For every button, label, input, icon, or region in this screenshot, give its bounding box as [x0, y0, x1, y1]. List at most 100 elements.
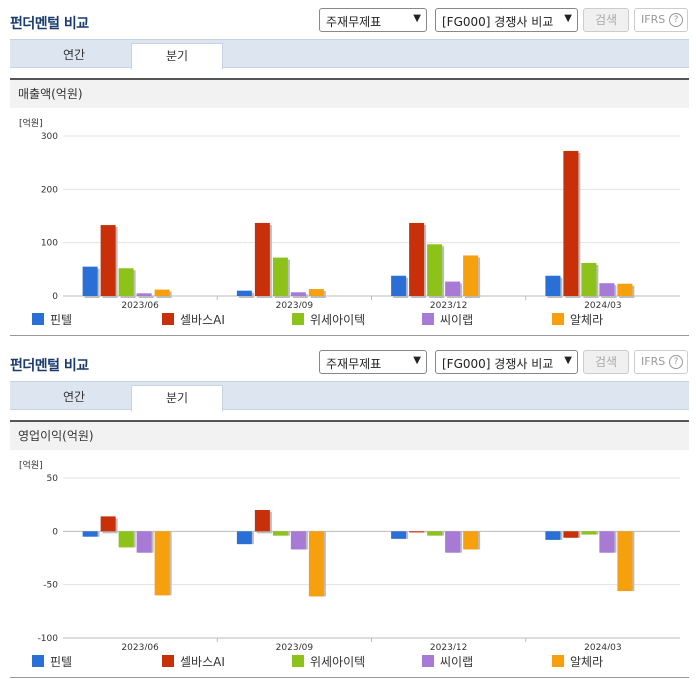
divider	[10, 677, 689, 678]
y-tick-label: -50	[43, 581, 58, 591]
legend-item[interactable]: 셀바스AI	[162, 654, 225, 670]
legend-item[interactable]: 핀텔	[32, 312, 72, 328]
bar	[563, 531, 579, 538]
search-button[interactable]: 검색	[583, 8, 629, 32]
legend-label: 알체라	[570, 655, 604, 669]
legend-item[interactable]: 셀바스AI	[162, 312, 225, 328]
y-tick-label: 100	[41, 239, 58, 249]
y-tick-label: 0	[52, 292, 58, 302]
legend-item[interactable]: 위세아이텍	[292, 654, 365, 670]
legend-swatch	[32, 313, 44, 325]
bar	[463, 531, 479, 550]
legend-swatch	[422, 655, 434, 667]
bar	[463, 255, 479, 296]
chart-legend: 핀텔 셀바스AI 위세아이텍 씨이랩 알체라	[10, 312, 689, 332]
bar	[581, 262, 597, 296]
legend-item[interactable]: 알체라	[552, 654, 603, 670]
bar	[82, 531, 98, 537]
bar	[427, 531, 443, 536]
bar	[308, 289, 324, 296]
bar	[409, 531, 425, 533]
operating-profit-panel: 펀더멘털 비교 주재무제표 ▼ [FG000] 경쟁사 비교 ▼ 검색 IFRS…	[0, 342, 696, 684]
bar	[82, 266, 98, 296]
bar	[391, 531, 407, 539]
legend-swatch	[552, 313, 564, 325]
legend-item[interactable]: 씨이랩	[422, 312, 473, 328]
bar	[254, 222, 270, 296]
panel-header: 펀더멘털 비교 주재무제표 ▼ [FG000] 경쟁사 비교 ▼ 검색 IFRS…	[0, 0, 696, 38]
legend-swatch	[552, 655, 564, 667]
chart-subtitle: 영업이익(억원)	[10, 420, 689, 450]
legend-item[interactable]: 위세아이텍	[292, 312, 365, 328]
x-tick-label: 2023/06	[121, 643, 159, 650]
legend-swatch	[422, 313, 434, 325]
legend-label: 알체라	[570, 313, 604, 327]
statement-select-value: 주재무제표	[326, 15, 382, 29]
bar	[563, 150, 579, 296]
bar	[617, 283, 633, 296]
legend-label: 셀바스AI	[180, 655, 225, 669]
bar	[100, 225, 116, 296]
y-tick-label: 300	[41, 132, 58, 142]
legend-swatch	[162, 655, 174, 667]
legend-item[interactable]: 핀텔	[32, 654, 72, 670]
statement-select[interactable]: 주재무제표 ▼	[319, 350, 427, 374]
revenue-chart: [억원] 0 100 200 300 2023/06 2023/09 2023/12 2024/…	[19, 117, 680, 308]
bar	[154, 531, 170, 596]
revenue-panel: 펀더멘털 비교 주재무제표 ▼ [FG000] 경쟁사 비교 ▼ 검색 IFRS…	[0, 0, 696, 336]
search-button[interactable]: 검색	[583, 350, 629, 374]
y-tick-label: -100	[38, 634, 59, 644]
statement-select[interactable]: 주재무제표 ▼	[319, 8, 427, 32]
ifrs-label: IFRS	[641, 13, 666, 26]
y-tick-label: 50	[47, 474, 59, 484]
bar	[236, 531, 252, 545]
bar	[154, 289, 170, 296]
help-icon: ?	[669, 355, 683, 369]
chevron-down-icon: ▼	[413, 355, 421, 366]
compare-select[interactable]: [FG000] 경쟁사 비교 ▼	[435, 350, 578, 374]
chevron-down-icon: ▼	[564, 13, 572, 24]
legend-swatch	[162, 313, 174, 325]
bar	[290, 292, 306, 296]
legend-label: 위세아이텍	[310, 655, 366, 669]
x-tick-label: 2024/03	[584, 643, 621, 650]
legend-item[interactable]: 알체라	[552, 312, 603, 328]
bar	[391, 275, 407, 296]
legend-label: 핀텔	[50, 655, 73, 669]
x-tick-label: 2023/12	[430, 301, 467, 308]
tab-quarterly[interactable]: 분기	[131, 385, 223, 412]
operating-profit-chart: [억원] -100 -50 0 50 2023/06 2023/09 2023/12 2024/…	[19, 459, 680, 650]
compare-select-value: [FG000] 경쟁사 비교	[442, 357, 554, 371]
bar	[617, 531, 633, 592]
x-tick-label: 2023/09	[276, 301, 314, 308]
tab-annual[interactable]: 연간	[62, 390, 86, 404]
tab-quarterly[interactable]: 분기	[131, 43, 223, 70]
bar	[136, 293, 152, 296]
ifrs-button[interactable]: IFRS ?	[634, 350, 688, 374]
compare-select[interactable]: [FG000] 경쟁사 비교 ▼	[435, 8, 578, 32]
ifrs-button[interactable]: IFRS ?	[634, 8, 688, 32]
bar	[581, 531, 597, 535]
x-tick-label: 2023/06	[121, 301, 159, 308]
panel-title: 펀더멘털 비교	[10, 16, 89, 32]
bar	[290, 531, 306, 550]
legend-item[interactable]: 씨이랩	[422, 654, 473, 670]
x-tick-label: 2023/12	[430, 643, 467, 650]
legend-swatch	[32, 655, 44, 667]
chevron-down-icon: ▼	[564, 355, 572, 366]
bar-shadow	[292, 294, 308, 298]
divider	[10, 335, 689, 336]
legend-swatch	[292, 313, 304, 325]
unit-label: [억원]	[19, 459, 43, 471]
tab-annual[interactable]: 연간	[62, 48, 86, 62]
legend-label: 셀바스AI	[180, 313, 225, 327]
x-tick-label: 2023/09	[276, 643, 314, 650]
bar	[545, 275, 561, 296]
ifrs-label: IFRS	[641, 355, 666, 368]
bar	[599, 283, 615, 296]
legend-label: 위세아이텍	[310, 313, 366, 327]
bar	[254, 510, 270, 532]
y-tick-label: 200	[41, 185, 58, 195]
y-tick-label: 0	[52, 527, 58, 537]
bar	[409, 222, 425, 296]
